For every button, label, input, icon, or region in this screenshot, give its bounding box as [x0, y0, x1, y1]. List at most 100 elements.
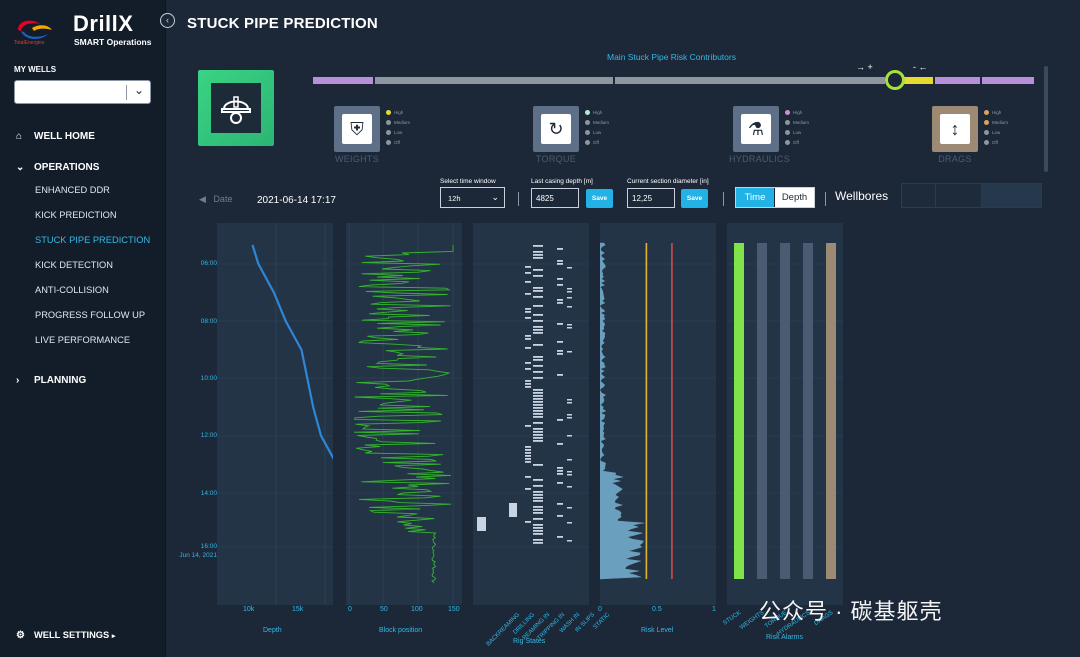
sidebar: TotalEnergies DrillX SMART Operations MY… [0, 0, 166, 657]
company-name: TotalEnergies [14, 40, 45, 46]
nav-kick-detection[interactable]: KICK DETECTION [35, 260, 113, 270]
nav-planning[interactable]: › PLANNING [16, 375, 86, 386]
depth-axis-title: Depth [263, 627, 282, 634]
rig-state-mark [533, 527, 543, 529]
contributor-bar-segment [375, 77, 613, 84]
rig-state-mark [557, 374, 563, 376]
risk-alarm-bar [803, 243, 813, 579]
rig-state-mark [533, 416, 543, 418]
risk-alarms-axis-title: Risk Alarms [766, 634, 803, 641]
rig-state-mark [525, 386, 531, 388]
category-weights[interactable]: ⛨ WEIGHTS High Medium Low Off [334, 106, 424, 166]
rig-state-mark [525, 335, 531, 337]
save-casing-button[interactable]: Save [586, 189, 613, 208]
rig-state-mark [533, 530, 543, 532]
rig-state-mark [557, 470, 563, 472]
page-title: STUCK PIPE PREDICTION [187, 15, 378, 32]
rig-state-mark [533, 494, 543, 496]
category-torque[interactable]: ↻ TORQUE High Medium Low Off [533, 106, 623, 166]
rig-state-mark [533, 389, 543, 391]
rig-state-mark [525, 452, 531, 454]
toggle-depth-button[interactable]: Depth [775, 188, 814, 207]
nav-anti-collision[interactable]: ANTI-COLLISION [35, 285, 109, 295]
rig-state-mark [567, 471, 572, 473]
date-back-button[interactable]: ◀ Date [199, 194, 232, 205]
rig-state-mark [567, 507, 572, 509]
rig-state-mark [533, 512, 543, 514]
x-tick-label: 10k [243, 606, 255, 613]
rig-state-mark [533, 497, 543, 499]
tap-icon: ⚗ [741, 114, 771, 144]
contributor-bar-segment [903, 77, 933, 84]
risk-level-axis-title: Risk Level [641, 627, 674, 634]
casing-depth-label: Last casing depth [m] [531, 178, 593, 185]
rig-state-mark [557, 503, 563, 505]
wellbore-tab[interactable] [935, 183, 982, 208]
casing-depth-input[interactable]: 4825 [531, 188, 579, 208]
rig-state-mark [533, 413, 543, 415]
nav-kick-prediction[interactable]: KICK PREDICTION [35, 210, 117, 220]
rig-state-mark [533, 344, 543, 346]
rig-state-mark [557, 419, 563, 421]
rig-state-mark [533, 410, 543, 412]
rig-state-mark [533, 500, 543, 502]
rig-state-mark [533, 539, 543, 541]
nav-progress-follow-up[interactable]: PROGRESS FOLLOW UP [35, 310, 146, 320]
rig-state-mark [533, 371, 543, 373]
rig-state-mark [557, 515, 563, 517]
contributor-bar-segment [982, 77, 1034, 84]
rig-state-mark [533, 329, 543, 331]
rig-state-mark [567, 288, 572, 290]
block-position-chart[interactable] [346, 223, 462, 605]
rotate-icon: ↻ [541, 114, 571, 144]
rig-state-mark [557, 350, 563, 352]
section-diameter-input[interactable]: 12,25 [627, 188, 675, 208]
rig-state-mark [525, 368, 531, 370]
wellbore-tab[interactable] [901, 183, 936, 208]
rig-state-mark [525, 476, 531, 478]
risk-alarm-bar [826, 243, 836, 579]
rig-states-chart[interactable] [473, 223, 589, 605]
time-window-value: 12h [448, 194, 461, 203]
save-diameter-button[interactable]: Save [681, 189, 708, 208]
nav-live-performance[interactable]: LIVE PERFORMANCE [35, 335, 131, 345]
x-tick-label: 50 [380, 606, 388, 613]
x-tick-label: 0 [348, 606, 352, 613]
rig-state-mark [533, 506, 543, 508]
nav-well-home[interactable]: ⌂ WELL HOME [16, 131, 95, 142]
y-tick-label: 06:00 [200, 260, 217, 267]
rig-state-mark [525, 266, 531, 268]
toggle-time-button[interactable]: Time [736, 188, 774, 207]
rig-state-mark [525, 425, 531, 427]
rig-state-mark [525, 347, 531, 349]
rig-state-mark [567, 402, 572, 404]
nav-stuck-pipe-prediction[interactable]: STUCK PIPE PREDICTION [35, 235, 151, 245]
nav-enhanced-ddr[interactable]: ENHANCED DDR [35, 185, 110, 195]
chevron-right-icon: › [16, 375, 20, 386]
rig-state-mark [533, 428, 543, 430]
category-drags[interactable]: ↕ DRAGS High Medium Low Off [932, 106, 1022, 166]
section-diameter-label: Current section diameter [in] [627, 178, 709, 185]
collapse-sidebar-button[interactable]: ‹ [160, 13, 175, 28]
risk-alarms-chart[interactable] [727, 223, 843, 605]
block-position-line [353, 245, 454, 583]
rig-state-mark [533, 290, 543, 292]
depth-chart[interactable] [217, 223, 333, 605]
divider [723, 192, 724, 206]
risk-level-chart[interactable] [600, 223, 716, 605]
well-select[interactable]: ⌄ [14, 80, 151, 104]
y-tick-label: 14:00 [200, 490, 217, 497]
rig-state-mark [533, 437, 543, 439]
category-hydraulics[interactable]: ⚗ HYDRAULICS High Medium Low Off [729, 106, 823, 166]
nav-well-settings[interactable]: ⚙ WELL SETTINGS ▸ [16, 630, 115, 641]
rig-state-mark [533, 269, 543, 271]
risk-marker[interactable] [885, 70, 905, 90]
chevron-down-icon[interactable]: ⌄ [133, 83, 144, 97]
divider [518, 192, 519, 206]
wellbore-tab[interactable] [981, 183, 1042, 208]
category-icon-box: ⚗ [733, 106, 779, 152]
panel-scrollbar[interactable] [1044, 66, 1048, 172]
rig-state-mark [477, 517, 486, 531]
nav-operations[interactable]: ⌄ OPERATIONS [16, 162, 99, 173]
time-window-select[interactable]: 12h ⌄ [440, 187, 505, 208]
